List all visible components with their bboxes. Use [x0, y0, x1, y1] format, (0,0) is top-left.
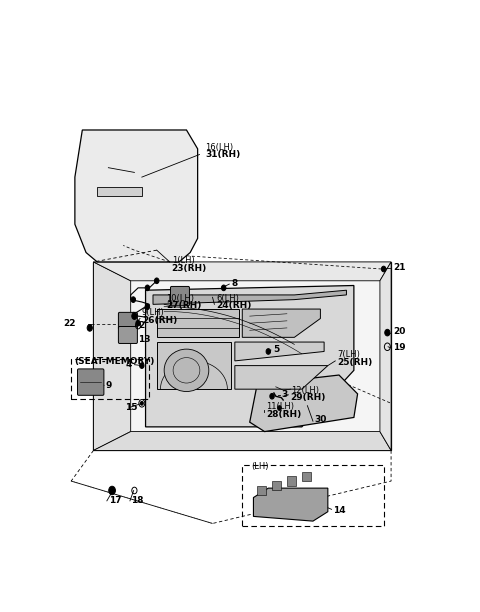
FancyBboxPatch shape: [170, 286, 190, 306]
Polygon shape: [156, 342, 231, 389]
Text: 11(LH): 11(LH): [266, 402, 294, 411]
Circle shape: [277, 406, 281, 411]
Text: 9: 9: [106, 381, 112, 390]
Text: 31(RH): 31(RH): [205, 151, 240, 160]
Text: 2: 2: [138, 321, 144, 330]
Text: 20: 20: [393, 327, 405, 336]
Text: 30: 30: [315, 416, 327, 424]
Polygon shape: [97, 187, 142, 196]
Bar: [257, 486, 266, 495]
Polygon shape: [94, 262, 391, 450]
Text: 16(LH): 16(LH): [205, 143, 233, 152]
Bar: [287, 476, 296, 486]
Polygon shape: [94, 431, 391, 450]
Text: 24(RH): 24(RH): [216, 301, 252, 310]
Text: 28(RH): 28(RH): [266, 409, 302, 419]
Text: 10(LH): 10(LH): [166, 294, 194, 303]
Circle shape: [136, 320, 140, 326]
FancyBboxPatch shape: [119, 312, 137, 329]
Text: 5: 5: [273, 345, 279, 354]
Circle shape: [87, 324, 92, 331]
Text: 15: 15: [125, 403, 138, 412]
Circle shape: [221, 285, 226, 291]
Text: 14: 14: [334, 506, 346, 515]
Polygon shape: [156, 309, 239, 337]
FancyBboxPatch shape: [119, 326, 137, 343]
Text: 26(RH): 26(RH): [142, 316, 177, 325]
Text: 12(LH): 12(LH): [290, 386, 319, 395]
Circle shape: [132, 312, 136, 318]
Bar: [272, 481, 281, 490]
Text: 9(LH): 9(LH): [142, 308, 165, 318]
Circle shape: [145, 304, 150, 310]
Polygon shape: [94, 262, 391, 281]
Text: (LH): (LH): [252, 462, 269, 471]
Text: (SEAT-MEMORY): (SEAT-MEMORY): [74, 357, 155, 367]
Circle shape: [140, 363, 144, 368]
Text: 13: 13: [138, 335, 151, 344]
Text: 21: 21: [393, 263, 406, 272]
Text: 18: 18: [132, 496, 144, 506]
Polygon shape: [153, 290, 347, 304]
Text: 23(RH): 23(RH): [172, 264, 207, 272]
Text: 22: 22: [64, 319, 76, 327]
FancyBboxPatch shape: [77, 369, 104, 395]
Circle shape: [385, 329, 390, 336]
Circle shape: [131, 297, 135, 302]
Circle shape: [266, 349, 271, 354]
Text: 25(RH): 25(RH): [337, 358, 372, 367]
Text: 3: 3: [281, 390, 288, 399]
Circle shape: [270, 394, 274, 399]
Text: 19: 19: [393, 343, 406, 352]
Circle shape: [145, 285, 150, 291]
Text: 7(LH): 7(LH): [337, 350, 360, 359]
Polygon shape: [242, 309, 321, 337]
Polygon shape: [235, 365, 328, 389]
Text: 17: 17: [109, 496, 122, 506]
Text: 27(RH): 27(RH): [166, 301, 202, 310]
Polygon shape: [380, 262, 391, 450]
Text: 8: 8: [231, 278, 238, 288]
Polygon shape: [250, 375, 358, 431]
Text: 29(RH): 29(RH): [290, 393, 326, 402]
Text: 4: 4: [125, 360, 132, 369]
Bar: [302, 472, 311, 481]
Polygon shape: [235, 342, 324, 361]
Ellipse shape: [164, 349, 209, 392]
Polygon shape: [145, 285, 354, 427]
Circle shape: [382, 266, 386, 272]
Polygon shape: [253, 488, 328, 521]
Text: 1(LH): 1(LH): [172, 256, 194, 265]
Polygon shape: [94, 262, 131, 450]
Circle shape: [132, 313, 137, 319]
Polygon shape: [75, 130, 198, 262]
Circle shape: [140, 401, 144, 405]
Circle shape: [109, 487, 115, 494]
Text: 6(LH): 6(LH): [216, 294, 239, 303]
Circle shape: [155, 278, 159, 283]
